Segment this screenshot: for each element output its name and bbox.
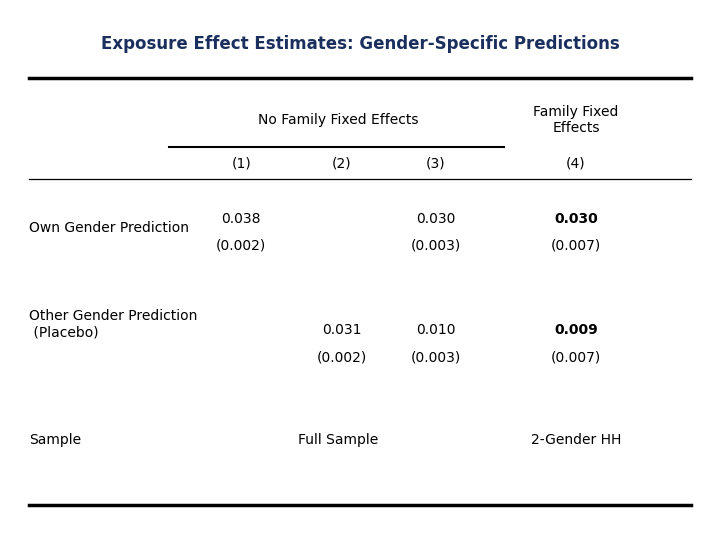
Text: Exposure Effect Estimates: Gender-Specific Predictions: Exposure Effect Estimates: Gender-Specif… <box>101 35 619 53</box>
Text: (2): (2) <box>332 156 352 170</box>
Text: 0.038: 0.038 <box>222 212 261 226</box>
Text: Full Sample: Full Sample <box>298 433 379 447</box>
Text: Sample: Sample <box>29 433 81 447</box>
Text: (0.007): (0.007) <box>551 239 601 253</box>
Text: 2-Gender HH: 2-Gender HH <box>531 433 621 447</box>
Text: 0.030: 0.030 <box>416 212 455 226</box>
Text: Family Fixed
Effects: Family Fixed Effects <box>534 105 618 135</box>
Text: 0.009: 0.009 <box>554 323 598 338</box>
Text: (0.007): (0.007) <box>551 350 601 365</box>
Text: Other Gender Prediction
 (Placebo): Other Gender Prediction (Placebo) <box>29 309 197 339</box>
Text: (0.003): (0.003) <box>410 239 461 253</box>
Text: 0.030: 0.030 <box>554 212 598 226</box>
Text: Own Gender Prediction: Own Gender Prediction <box>29 221 189 235</box>
Text: (4): (4) <box>566 156 586 170</box>
Text: (0.002): (0.002) <box>216 239 266 253</box>
Text: No Family Fixed Effects: No Family Fixed Effects <box>258 113 418 127</box>
Text: 0.010: 0.010 <box>416 323 455 338</box>
Text: (0.002): (0.002) <box>317 350 367 365</box>
Text: 0.031: 0.031 <box>323 323 361 338</box>
Text: (3): (3) <box>426 156 446 170</box>
Text: (1): (1) <box>231 156 251 170</box>
Text: (0.003): (0.003) <box>410 350 461 365</box>
